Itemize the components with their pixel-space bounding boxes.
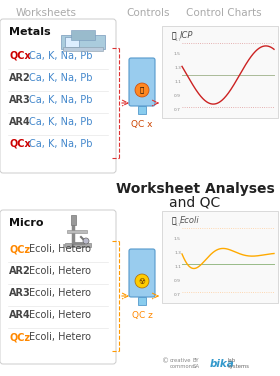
Text: Ca, K, Na, Pb: Ca, K, Na, Pb <box>29 95 92 105</box>
Text: 0.7: 0.7 <box>174 293 181 297</box>
Text: Controls: Controls <box>126 8 170 18</box>
Bar <box>162 211 278 303</box>
Text: Micro: Micro <box>9 218 43 228</box>
FancyBboxPatch shape <box>129 58 155 106</box>
FancyBboxPatch shape <box>0 210 116 364</box>
Text: Ecoli, Hetero: Ecoli, Hetero <box>29 266 91 276</box>
Text: Ecoli, Hetero: Ecoli, Hetero <box>29 310 91 320</box>
Bar <box>71 30 95 40</box>
Text: 0.9: 0.9 <box>174 279 181 283</box>
Text: AR3: AR3 <box>9 95 31 105</box>
Bar <box>162 26 278 118</box>
FancyBboxPatch shape <box>0 19 116 173</box>
Text: Ca, K, Na, Pb: Ca, K, Na, Pb <box>29 139 92 149</box>
Text: QC z: QC z <box>132 311 152 320</box>
Text: ICP: ICP <box>180 31 193 40</box>
Text: QCx: QCx <box>9 139 31 149</box>
Circle shape <box>135 274 149 288</box>
Bar <box>63 47 103 51</box>
Text: Control Charts: Control Charts <box>186 8 262 18</box>
Text: 0.7: 0.7 <box>174 108 181 112</box>
Text: Ecoli: Ecoli <box>180 216 200 225</box>
Text: QC x: QC x <box>131 120 153 129</box>
Text: 1.7: 1.7 <box>174 223 181 227</box>
Bar <box>67 230 87 233</box>
Text: 1.3: 1.3 <box>174 66 181 70</box>
Text: Ecoli, Hetero: Ecoli, Hetero <box>29 332 91 342</box>
Text: 0.9: 0.9 <box>174 94 181 98</box>
Text: 1.1: 1.1 <box>174 80 181 84</box>
Text: 1.1: 1.1 <box>174 265 181 269</box>
Text: and QC: and QC <box>169 196 221 210</box>
Text: Ca, K, Na, Pb: Ca, K, Na, Pb <box>29 73 92 83</box>
Text: Ecoli, Hetero: Ecoli, Hetero <box>29 288 91 298</box>
Text: creative
commons: creative commons <box>170 358 196 369</box>
Text: Ecoli, Hetero: Ecoli, Hetero <box>29 244 91 254</box>
Bar <box>65 37 79 47</box>
Text: ©: © <box>162 358 169 364</box>
Text: bika: bika <box>210 359 235 369</box>
Text: AR2: AR2 <box>9 266 31 276</box>
Text: 🔥: 🔥 <box>172 216 177 225</box>
Circle shape <box>83 238 89 244</box>
Text: AR2: AR2 <box>9 73 31 83</box>
Text: QCz: QCz <box>9 332 30 342</box>
Text: QCz: QCz <box>9 244 30 254</box>
Text: 🔥: 🔥 <box>140 87 144 93</box>
Text: Ca, K, Na, Pb: Ca, K, Na, Pb <box>29 51 92 61</box>
Bar <box>71 215 76 225</box>
Text: Ca, K, Na, Pb: Ca, K, Na, Pb <box>29 117 92 127</box>
Text: 1.3: 1.3 <box>174 251 181 255</box>
FancyBboxPatch shape <box>129 249 155 297</box>
Text: Worksheets: Worksheets <box>15 8 76 18</box>
Text: 🔥: 🔥 <box>172 31 177 40</box>
Bar <box>65 243 91 247</box>
Bar <box>138 106 146 114</box>
Text: 1.5: 1.5 <box>174 52 181 56</box>
Text: AR4: AR4 <box>9 117 31 127</box>
Text: 1.7: 1.7 <box>174 38 181 42</box>
Text: ☢: ☢ <box>139 276 145 285</box>
Text: lab
systems: lab systems <box>228 358 250 369</box>
Text: BY
SA: BY SA <box>192 358 200 369</box>
Text: Metals: Metals <box>9 27 51 37</box>
Bar <box>61 35 105 49</box>
Text: AR3: AR3 <box>9 288 31 298</box>
Text: AR4: AR4 <box>9 310 31 320</box>
Bar <box>138 297 146 305</box>
Text: Worksheet Analyses: Worksheet Analyses <box>116 182 274 196</box>
Circle shape <box>135 83 149 97</box>
Text: QCx: QCx <box>9 51 31 61</box>
Text: 1.5: 1.5 <box>174 237 181 241</box>
